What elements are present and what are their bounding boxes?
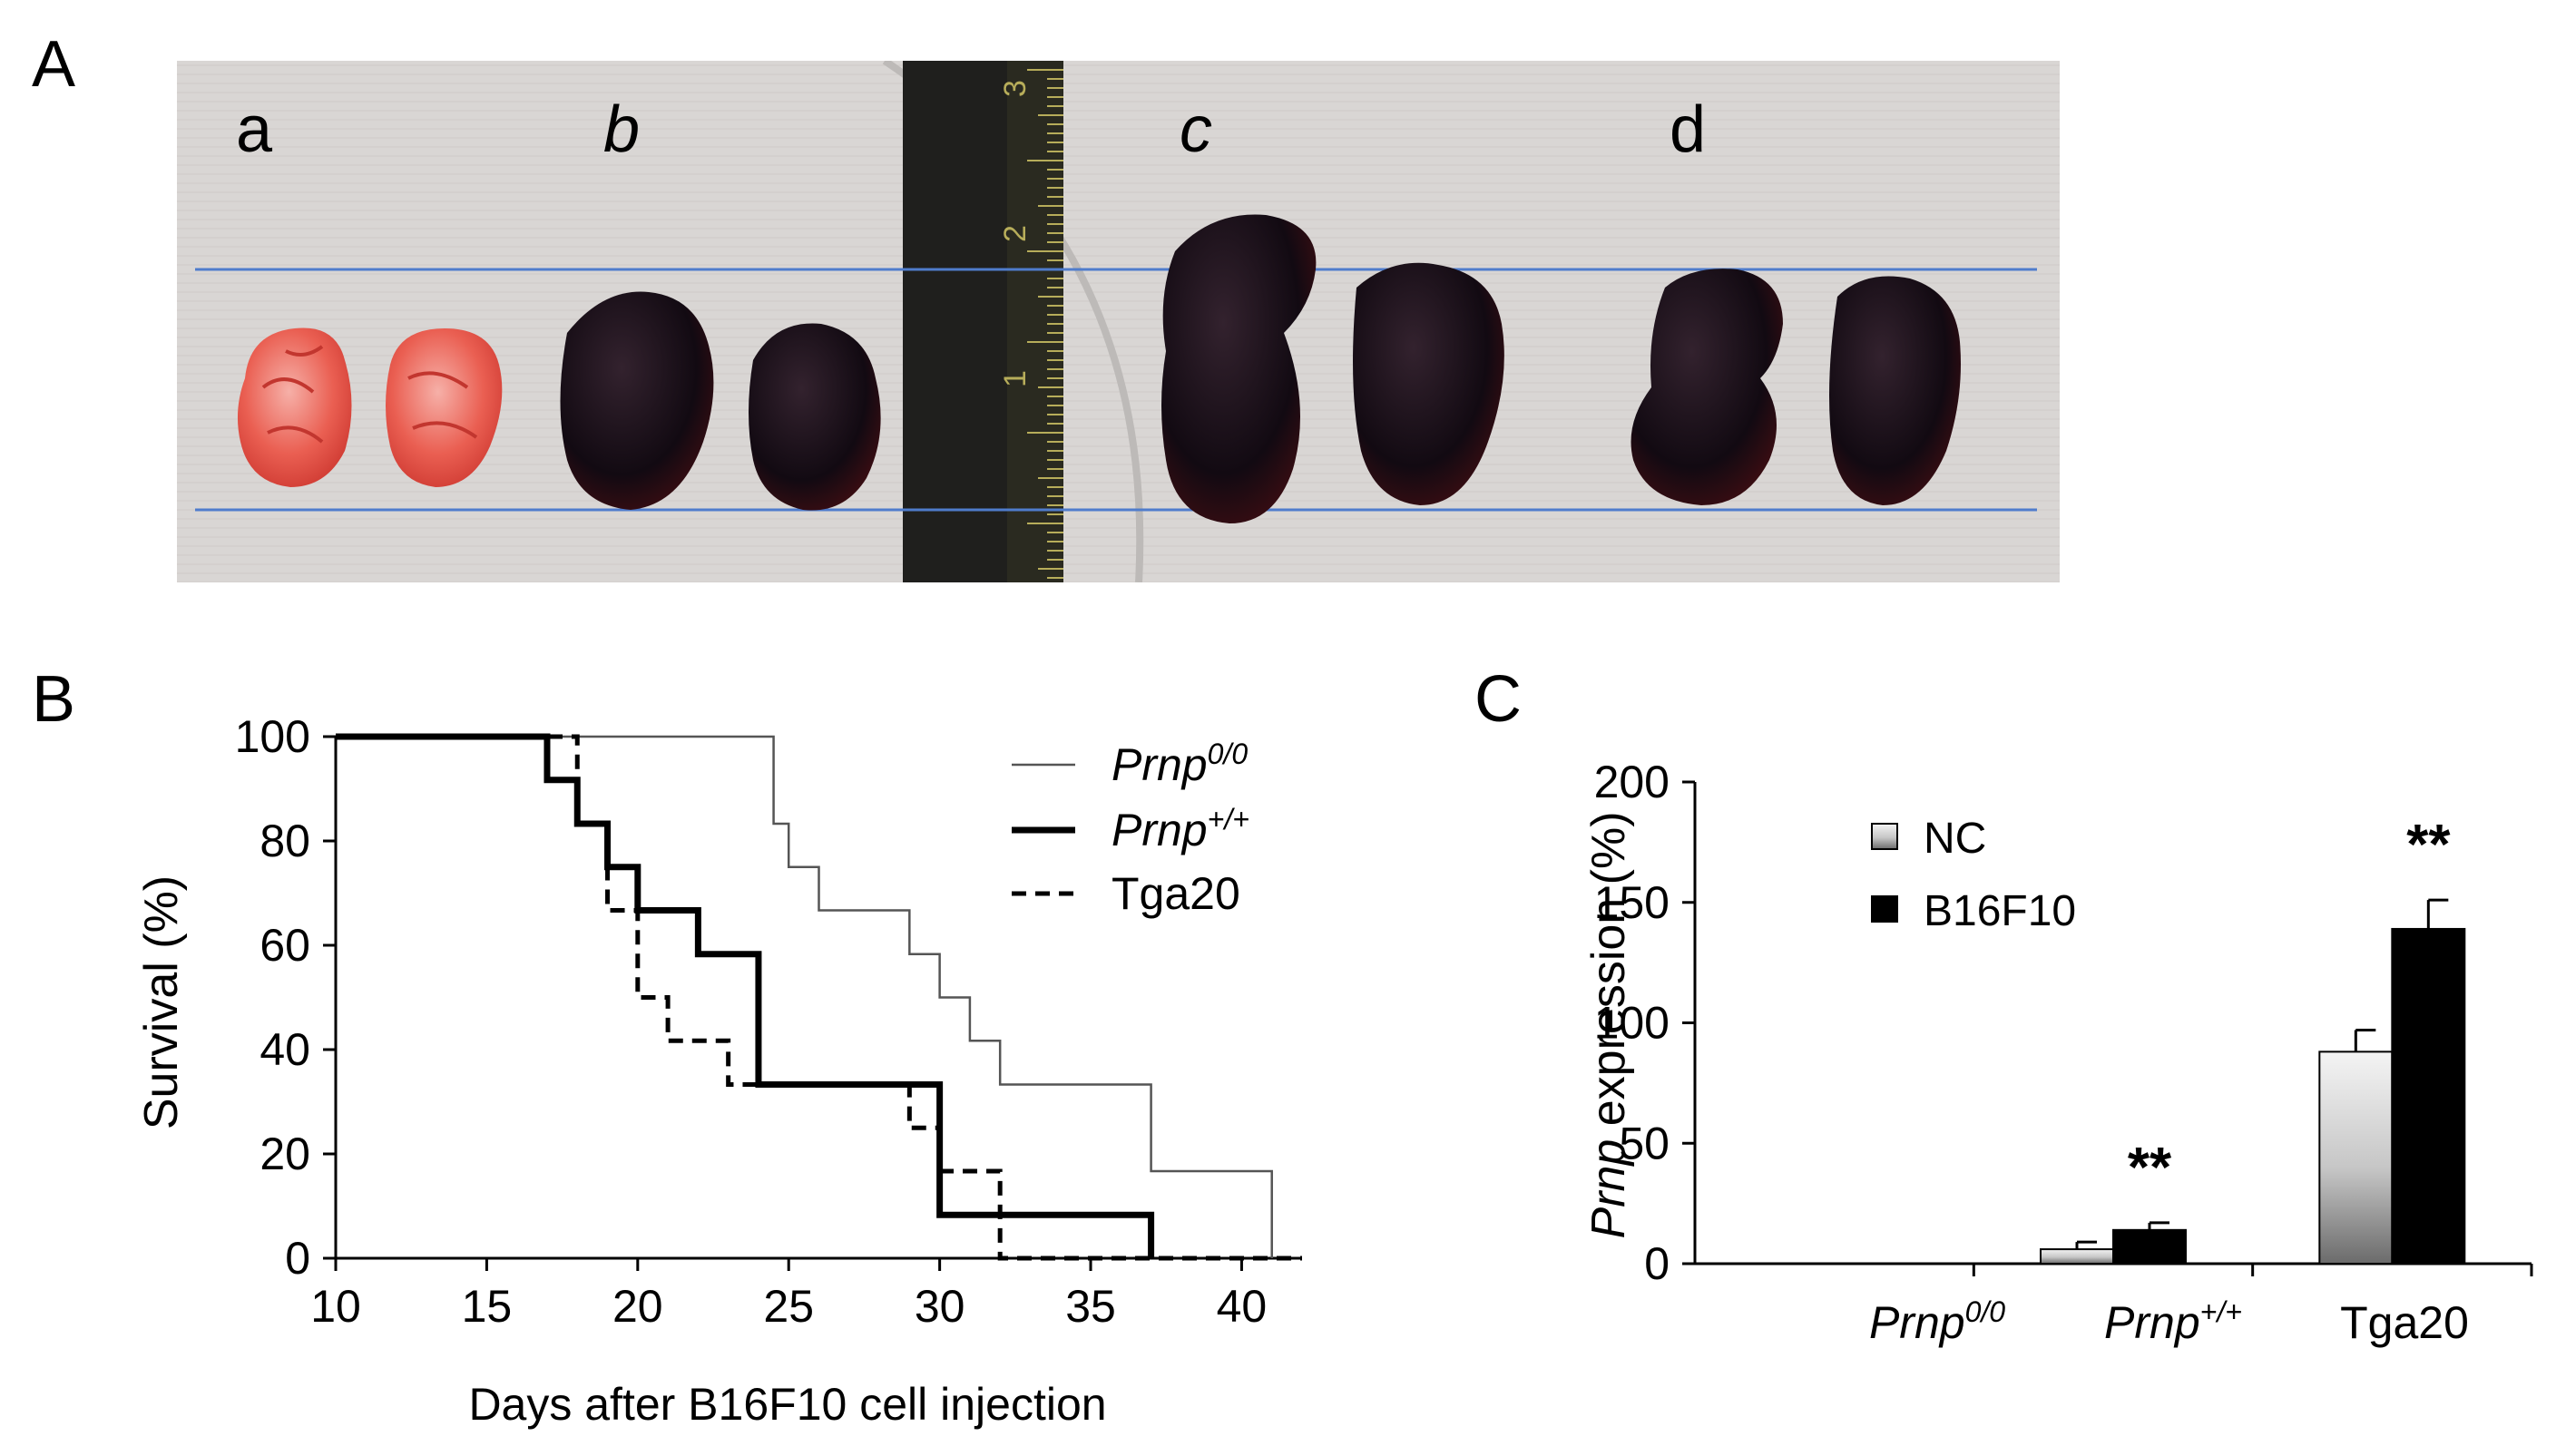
lung-a-1	[237, 327, 352, 487]
survival-x-tick-label: 10	[310, 1281, 361, 1332]
survival-x-tick-label: 15	[462, 1281, 513, 1332]
survival-axes: 0 20 40 60 80 100 10 15 20 25 30 35 40	[235, 711, 1302, 1332]
survival-xlabel: Days after B16F10 cell injection	[468, 1379, 1106, 1430]
ruler-number-3: 3	[998, 80, 1033, 97]
survival-line-1	[336, 733, 1155, 1258]
ruler-ticks	[1027, 69, 1063, 579]
survival-x-tick-label: 30	[915, 1281, 965, 1332]
lung-b-1	[560, 291, 714, 510]
survival-y-tick-label: 60	[260, 920, 310, 971]
tumor-photo: 1 2 3 a b c d	[177, 61, 2060, 582]
survival-x-tick-label: 35	[1065, 1281, 1116, 1332]
survival-y-tick-label: 20	[260, 1129, 310, 1179]
survival-y-tick-label: 80	[260, 816, 310, 866]
lung-a-2	[386, 328, 503, 487]
photo-label-c: c	[1180, 93, 1212, 166]
photo-label-a: a	[236, 93, 273, 166]
lung-c-1	[1161, 214, 1317, 523]
survival-x-tick-label: 40	[1217, 1281, 1268, 1332]
photo-label-b: b	[603, 93, 640, 166]
panel-letter-c: C	[1474, 663, 1522, 736]
survival-y-tick-label: 40	[260, 1024, 310, 1075]
survival-legend: Prnp0/0 Prnp+/+ Tga20	[1012, 738, 1249, 919]
survival-x-tick-label: 25	[763, 1281, 814, 1332]
photo-label-d: d	[1670, 93, 1706, 166]
survival-line-0	[336, 735, 1273, 1258]
lung-d-2	[1829, 276, 1961, 505]
survival-ylabel: Survival (%)	[135, 875, 188, 1129]
panel-letter-b: B	[32, 663, 76, 736]
ruler-number-2: 2	[998, 225, 1033, 242]
survival-x-tick-label: 20	[612, 1281, 663, 1332]
legend-label-tga20: Tga20	[1112, 868, 1240, 919]
survival-y-tick-label: 100	[235, 711, 310, 762]
lung-c-2	[1353, 262, 1504, 505]
panel-letter-a: A	[32, 28, 76, 101]
survival-line-2	[336, 734, 1302, 1261]
legend-label-prnp00: Prnp0/0	[1112, 738, 1248, 790]
survival-lines	[336, 733, 1302, 1261]
lung-b-2	[749, 323, 881, 511]
survival-y-tick-label: 0	[285, 1233, 310, 1284]
legend-label-prnp-wt: Prnp+/+	[1112, 803, 1249, 855]
ruler-number-1: 1	[998, 370, 1033, 387]
lung-d-1	[1631, 269, 1783, 505]
